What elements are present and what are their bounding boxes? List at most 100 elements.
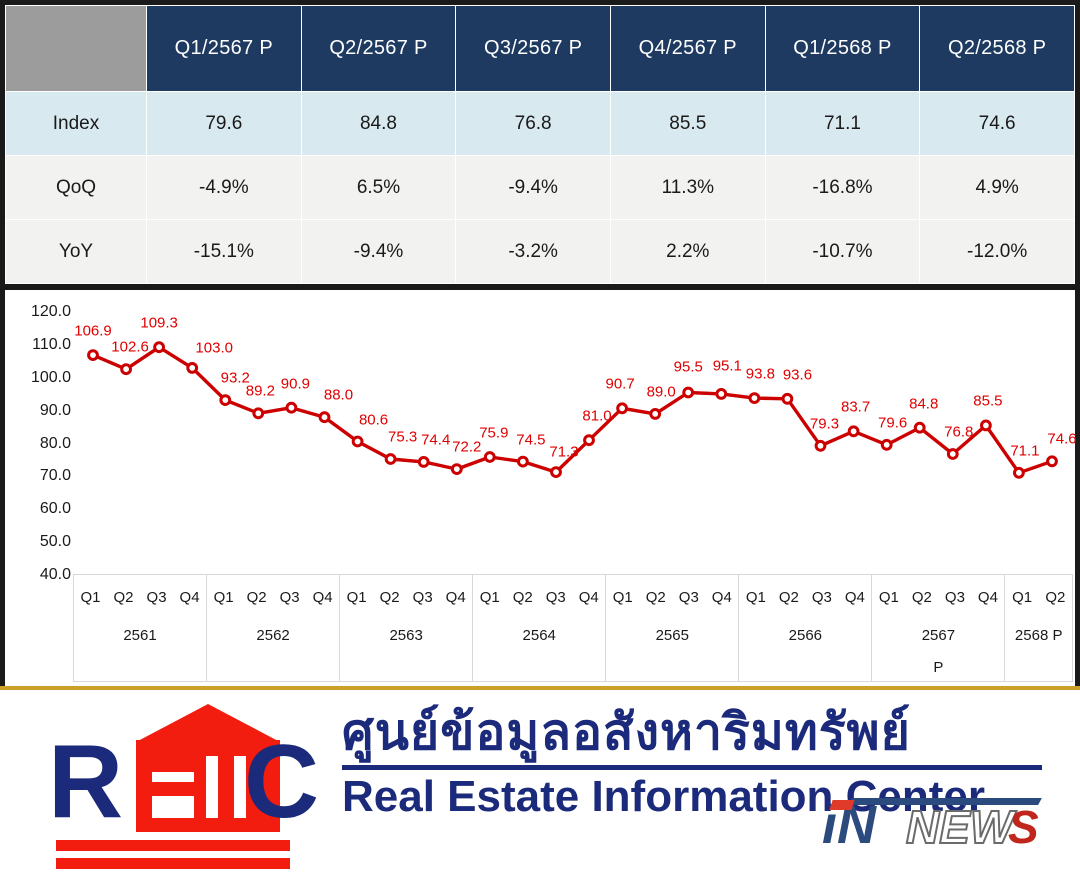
data-label-Q1-2563: 80.6 — [358, 411, 389, 429]
data-label-Q2-2567: 84.8 — [909, 395, 939, 413]
data-point-marker — [153, 341, 166, 354]
x-axis-year-sublabel: P — [933, 658, 944, 676]
x-axis-quarter-Q1: Q1 — [1012, 588, 1033, 606]
data-point-marker — [980, 419, 992, 432]
data-point-marker — [252, 407, 265, 420]
cell-qoq-q1-2568: -16.8% — [764, 155, 921, 220]
x-axis-year-label: 2566 — [788, 627, 823, 644]
x-axis-year-group-2563: Q1 Q2 Q3 Q4 2563 — [340, 575, 474, 681]
x-axis-quarter-Q1: Q1 — [479, 588, 500, 606]
data-label-Q4-2567: 85.5 — [973, 392, 1003, 410]
data-label-Q3-2565: 95.5 — [673, 358, 703, 376]
letter-i-gap-right — [234, 756, 246, 818]
logo-red-bar-bottom — [56, 858, 290, 869]
x-axis-quarter-Q2: Q2 — [645, 588, 666, 606]
cell-yoy-q1-2567: -15.1% — [146, 219, 302, 284]
summary-table-body: Index 79.6 84.8 76.8 85.5 71.1 74.6 QoQ … — [5, 91, 1075, 284]
x-axis-year-quarter-table: Q1 Q2 Q3 Q4 2561 Q1 Q2 Q3 Q4 2562 Q1 Q2 Q3 Q4 2563 Q1 Q2… — [73, 574, 1073, 682]
cell-qoq-q2-2568: 4.9% — [919, 155, 1075, 220]
x-axis-quarter-row: Q1 Q2 Q3 Q4 — [739, 575, 871, 619]
table-corner-cell — [5, 5, 147, 92]
x-axis-quarter-Q3: Q3 — [678, 588, 699, 606]
x-axis-quarter-Q2: Q2 — [1045, 588, 1066, 606]
data-point-marker — [1013, 466, 1025, 479]
data-point-marker — [913, 421, 926, 434]
data-point-marker — [715, 388, 728, 400]
data-label-Q2-2563: 75.3 — [388, 428, 418, 446]
reic-logomark: R C — [30, 696, 330, 869]
data-label-Q2-2566: 93.6 — [782, 366, 813, 384]
data-label-Q3-2566: 79.3 — [809, 415, 840, 433]
x-axis-quarter-row: Q1 Q2 Q3 Q4 — [473, 575, 605, 619]
cell-yoy-q2-2567: -9.4% — [300, 219, 457, 284]
x-axis-year-group-2568-P: Q1 Q2 2568 P — [1005, 575, 1072, 681]
cell-index-q2-2567: 84.8 — [300, 91, 457, 156]
data-point-marker — [186, 362, 199, 374]
x-axis-quarter-row: Q1 Q2 Q3 Q4 — [74, 575, 206, 619]
x-axis-quarter-Q4: Q4 — [977, 588, 998, 606]
y-axis-tick-90-0: 90.0 — [39, 401, 71, 419]
x-axis-quarter-row: Q1 Q2 Q3 Q4 — [606, 575, 738, 619]
footer-logo-band: R C ศูนย์ข้อมูลอสังหาริมทรัพย์ Real Esta… — [0, 686, 1080, 882]
data-point-marker — [814, 439, 827, 452]
logo-letter-c: C — [244, 724, 320, 840]
data-label-Q2-2561: 102.6 — [111, 338, 149, 356]
reic-logo: R C ศูนย์ข้อมูลอสังหาริมทรัพย์ Real Esta… — [0, 690, 1080, 882]
column-header-q1-2567: Q1/2567 P — [146, 5, 302, 92]
row-label-index: Index — [5, 91, 147, 156]
cell-index-q2-2568: 74.6 — [919, 91, 1075, 156]
x-axis-quarter-row: Q1 Q2 — [1005, 575, 1072, 619]
y-axis-tick-60-0: 60.0 — [39, 500, 71, 518]
x-axis-quarter-Q4: Q4 — [312, 588, 333, 606]
data-point-marker — [417, 456, 430, 468]
data-point-marker — [285, 401, 298, 414]
data-point-marker — [483, 451, 496, 463]
x-axis-quarter-Q4: Q4 — [844, 588, 865, 606]
data-point-marker — [219, 394, 232, 406]
data-point-marker — [847, 425, 860, 438]
watermark-news-text: NEW — [905, 801, 1014, 853]
cell-qoq-q1-2567: -4.9% — [146, 155, 302, 220]
x-axis-quarter-Q4: Q4 — [445, 588, 466, 606]
x-axis-year-group-2567: Q1 Q2 Q3 Q4 2567 P — [872, 575, 1006, 681]
y-axis-labels: 120.0 110.0 100.0 90.0 80.0 70.0 60.0 50.0 40.0 — [13, 290, 71, 590]
data-label-Q4-2562: 88.0 — [323, 386, 354, 404]
cell-qoq-q2-2567: 6.5% — [300, 155, 457, 220]
data-label-Q4-2565: 95.1 — [712, 357, 742, 375]
data-label-Q1-2565: 90.7 — [605, 375, 635, 393]
data-point-marker — [880, 438, 893, 451]
data-point-marker — [748, 392, 761, 404]
row-label-yoy: YoY — [5, 219, 147, 284]
data-label-Q1-2561: 106.9 — [74, 322, 112, 340]
cell-yoy-q1-2568: -10.7% — [764, 219, 921, 284]
column-header-q3-2567: Q3/2567 P — [455, 5, 611, 92]
data-label-Q4-2563: 72.2 — [452, 438, 482, 456]
row-label-qoq: QoQ — [5, 155, 147, 220]
x-axis-quarter-Q3: Q3 — [944, 588, 965, 606]
x-axis-year-label: 2565 — [655, 627, 689, 644]
data-point-marker — [318, 411, 331, 424]
cell-yoy-q2-2568: -12.0% — [919, 219, 1075, 284]
x-axis-quarter-Q1: Q1 — [213, 588, 234, 606]
x-axis-quarter-Q3: Q3 — [545, 588, 566, 606]
y-axis-tick-80-0: 80.0 — [39, 434, 71, 452]
data-point-marker — [87, 349, 99, 361]
organization-name-block: ศูนย์ข้อมูลอสังหาริมทรัพย์ Real Estate I… — [342, 706, 1062, 820]
line-chart-plot — [87, 341, 1058, 479]
cell-qoq-q4-2567: 11.3% — [609, 155, 766, 220]
house-roof-icon — [136, 704, 280, 742]
data-point-marker — [384, 453, 397, 465]
logo-letter-r: R — [48, 724, 124, 840]
x-axis-quarter-Q3: Q3 — [279, 588, 300, 606]
x-axis-quarter-Q2: Q2 — [512, 588, 533, 606]
data-label-Q4-2566: 83.7 — [840, 398, 871, 416]
cell-yoy-q4-2567: 2.2% — [609, 219, 766, 284]
watermark-s-text: S — [1008, 801, 1039, 853]
x-axis-year-label: 2561 — [123, 627, 157, 644]
column-header-q2-2568: Q2/2568 P — [919, 5, 1075, 92]
y-axis-tick-120-0: 120.0 — [30, 303, 71, 320]
cell-yoy-q3-2567: -3.2% — [455, 219, 611, 284]
x-axis-quarter-Q3: Q3 — [146, 588, 167, 606]
logo-red-bar-top — [56, 840, 290, 851]
